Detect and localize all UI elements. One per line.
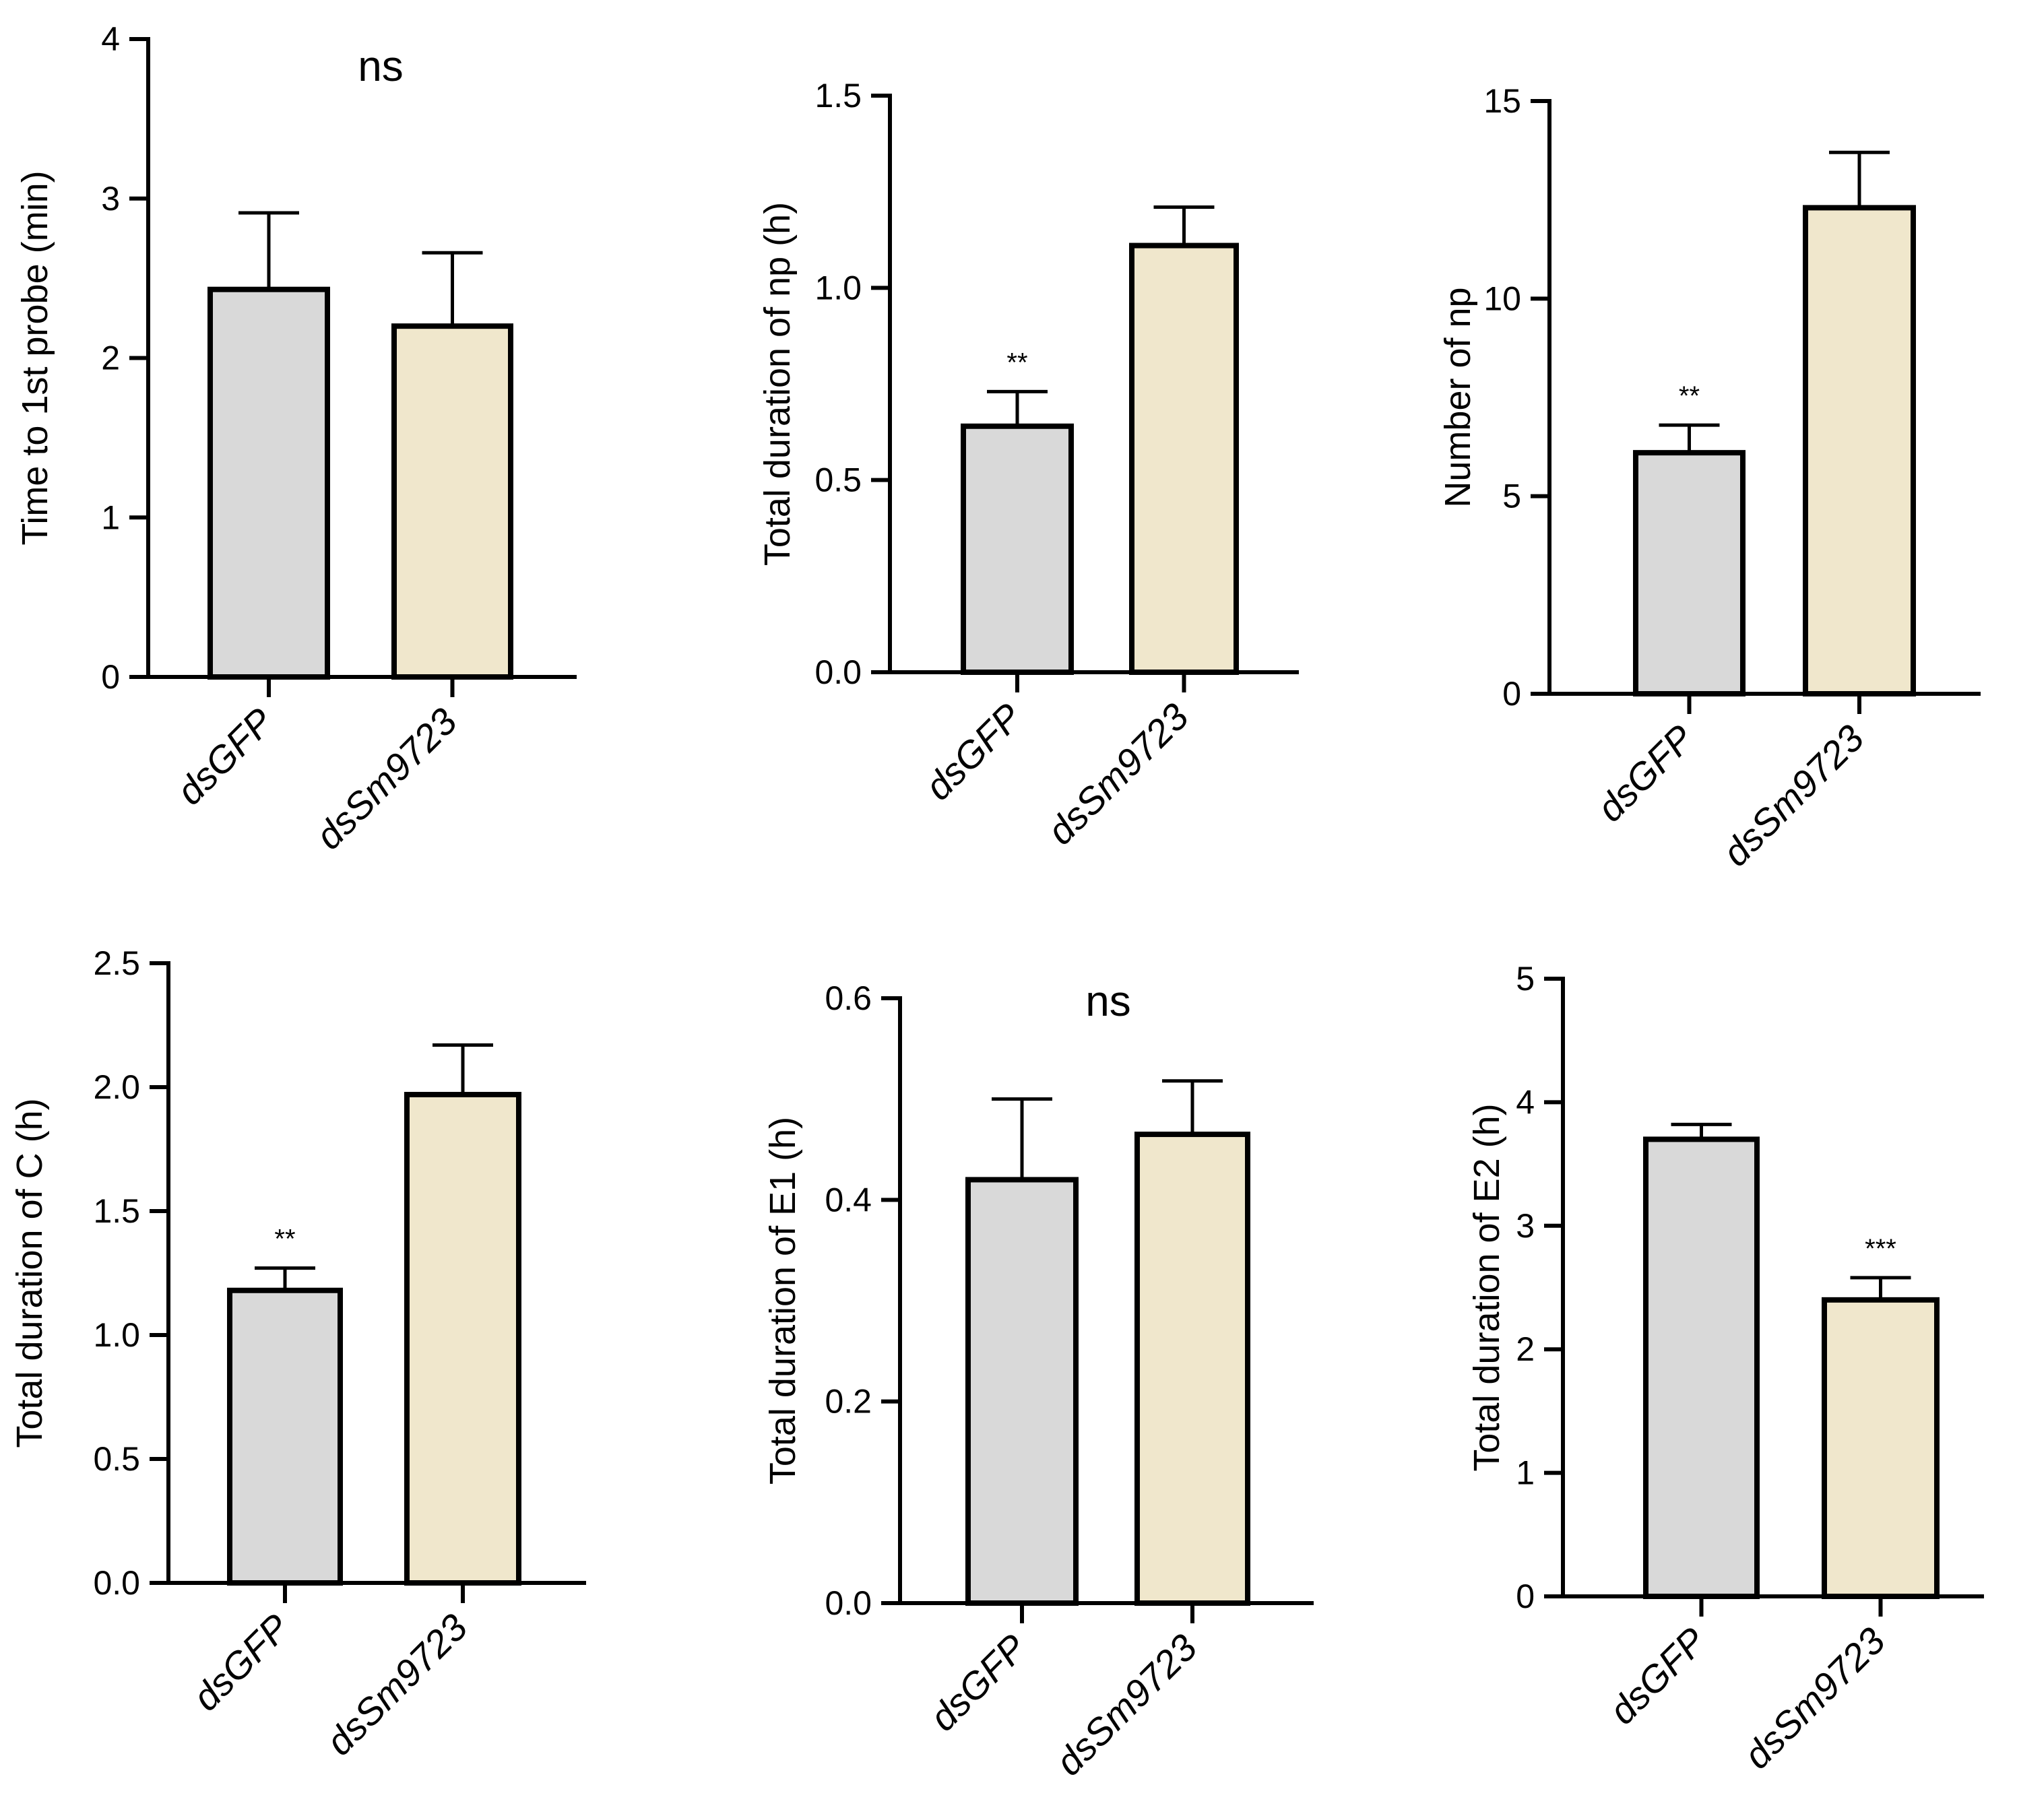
bar-dsGFP [1633,450,1746,697]
y-tick-label: 10 [1483,280,1521,317]
bar-dsSm9723 [1822,1297,1940,1599]
bar-dsSm9723 [391,323,513,680]
category-label-dsGFP: dsGFP [185,1606,298,1719]
category-label-dsSm9723: dsSm9723 [318,1606,476,1763]
y-tick-label: 0 [1502,675,1521,713]
chart-panel-6: 0 1 2 3 4 5 dsGFP dsSm9723 Total duration of E2 … [1467,960,1984,1777]
y-tick-label: 0.2 [825,1383,872,1421]
chart-panel-1: 0 1 2 3 4 dsGFP dsSm9723 Time to 1st probe (min… [15,20,577,857]
category-label-dsGFP: dsGFP [917,695,1030,808]
y-tick-label: 0.0 [825,1584,872,1622]
y-tick-label: 3 [101,180,120,218]
y-axis-label: Total duration of E2 (h) [1467,1103,1507,1471]
y-tick-label: 4 [101,20,120,58]
y-tick-label: 0.0 [814,653,862,691]
y-tick-label: 1.0 [93,1316,140,1354]
category-label-dsSm9723: dsSm9723 [1715,717,1872,874]
category-label-dsGFP: dsGFP [168,700,282,813]
bar-dsGFP [207,286,330,680]
significance-label: ns [1085,977,1131,1025]
y-tick-label: 2.5 [93,944,140,982]
chart-panel-2: 0.0 0.5 1.0 1.5 dsGFP dsSm9723 Total duration … [757,77,1299,853]
significance-label: ** [1679,381,1700,411]
y-tick-label: 1.5 [814,77,862,115]
y-axis-label: Total duration of E1 (h) [763,1117,803,1485]
bar-dsGFP [227,1287,343,1586]
category-label-dsSm9723: dsSm9723 [307,700,465,857]
y-tick-label: 4 [1516,1083,1535,1121]
chart-panel-4: 0.0 0.5 1.0 1.5 2.0 2.5 dsGFP dsSm9723 Total dur… [9,944,586,1763]
bar-dsGFP [1643,1136,1760,1600]
y-tick-label: 2 [101,339,120,377]
y-axis-label: Total duration of np (h) [757,202,798,566]
significance-label: ns [358,42,404,90]
bar-dsSm9723 [1129,242,1239,675]
y-tick-label: 1.0 [814,269,862,306]
chart-panel-5: 0.0 0.2 0.4 0.6 dsGFP dsSm9723 Total duration … [763,977,1314,1784]
y-tick-label: 0.5 [93,1440,140,1478]
y-tick-label: 2 [1516,1330,1535,1368]
bar-dsSm9723 [1134,1132,1250,1606]
category-label-dsGFP: dsGFP [1601,1619,1714,1732]
category-label-dsGFP: dsGFP [1589,717,1702,830]
y-tick-label: 3 [1516,1207,1535,1245]
y-tick-label: 15 [1483,82,1521,120]
y-tick-label: 0 [101,658,120,696]
y-tick-label: 1.5 [93,1192,140,1230]
y-axis-label: Time to 1st probe (min) [15,170,55,545]
y-axis-label: Number of np [1438,287,1478,507]
bar-dsGFP [961,423,1074,675]
y-tick-label: 5 [1502,478,1521,515]
significance-label: *** [1865,1234,1896,1264]
y-tick-label: 0 [1516,1578,1535,1615]
category-label-dsSm9723: dsSm9723 [1735,1619,1893,1777]
bar-dsSm9723 [404,1092,521,1586]
bar-dsGFP [965,1177,1079,1606]
chart-panel-3: 0 5 10 15 dsGFP dsSm9723 Number of np ** [1438,82,1981,874]
y-tick-label: 0.5 [814,461,862,499]
bar-dsSm9723 [1803,205,1916,696]
significance-label: ** [1006,348,1027,377]
y-tick-label: 1 [1516,1454,1535,1492]
category-label-dsSm9723: dsSm9723 [1039,695,1196,853]
y-tick-label: 0.0 [93,1564,140,1602]
significance-label: ** [274,1225,295,1254]
y-tick-label: 1 [101,498,120,536]
category-label-dsGFP: dsGFP [922,1626,1035,1739]
y-tick-label: 0.4 [825,1181,872,1218]
y-tick-label: 2.0 [93,1068,140,1106]
y-tick-label: 0.6 [825,979,872,1017]
y-tick-label: 5 [1516,960,1535,998]
y-axis-label: Total duration of C (h) [9,1098,50,1448]
category-label-dsSm9723: dsSm9723 [1048,1626,1205,1784]
